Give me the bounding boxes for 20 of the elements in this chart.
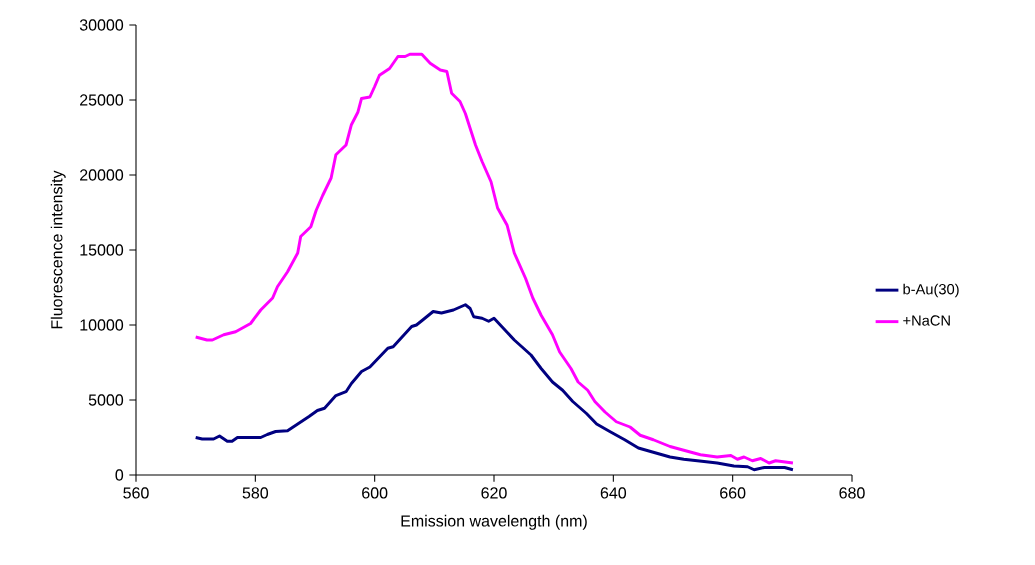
x-tick-label: 620 bbox=[481, 487, 507, 499]
y-tick-label: 0 bbox=[115, 469, 124, 481]
y-tick-label: 10000 bbox=[80, 319, 124, 331]
y-tick-label: 25000 bbox=[80, 94, 124, 106]
legend-label: b-Au(30) bbox=[903, 283, 959, 298]
x-axis-title: Emission wavelength (nm) bbox=[401, 514, 587, 530]
x-tick-label: 580 bbox=[242, 487, 269, 499]
x-tick-label: 680 bbox=[839, 487, 865, 499]
y-tick-label: 15000 bbox=[80, 244, 124, 256]
line-series bbox=[194, 303, 795, 472]
x-tick-label: 560 bbox=[123, 487, 149, 499]
y-tick-label: 5000 bbox=[88, 394, 124, 406]
line-series bbox=[194, 52, 795, 465]
y-tick-label: 20000 bbox=[80, 169, 124, 181]
y-axis-title: Fluorescence intensity bbox=[50, 170, 66, 329]
x-tick-label: 660 bbox=[720, 487, 746, 499]
legend-label: +NaCN bbox=[903, 315, 950, 326]
x-tick-label: 640 bbox=[600, 487, 627, 499]
y-tick-label: 30000 bbox=[79, 19, 124, 31]
x-tick-label: 600 bbox=[362, 487, 388, 499]
